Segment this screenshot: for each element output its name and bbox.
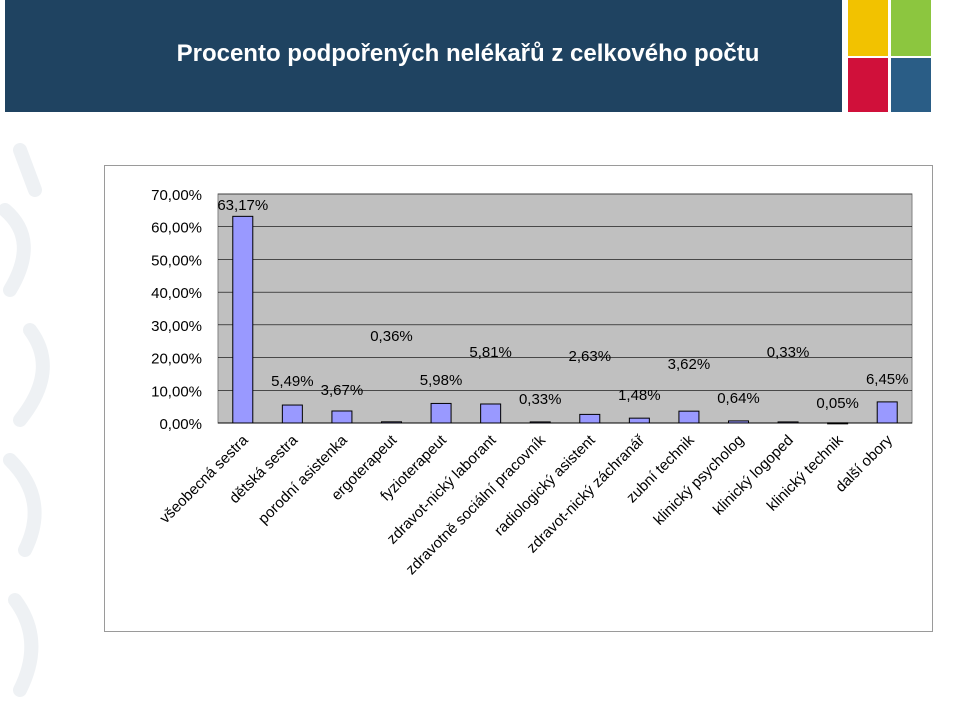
y-tick-label: 60,00% [151, 220, 202, 237]
bar [430, 402, 452, 424]
data-label: 3,62% [668, 356, 711, 373]
green-square-decoration [891, 0, 931, 56]
data-label: 6,45% [866, 371, 909, 388]
bar [678, 410, 700, 424]
y-tick-label: 30,00% [151, 318, 202, 335]
y-tick-label: 10,00% [151, 383, 202, 400]
data-label: 0,64% [717, 390, 760, 407]
data-label: 1,48% [618, 387, 661, 404]
x-tick-label: porodní asistenka [255, 431, 351, 527]
bar [579, 413, 601, 424]
bar [628, 417, 650, 424]
bar [232, 215, 254, 424]
data-label: 5,98% [420, 372, 463, 389]
bar [480, 403, 502, 424]
y-tick-label: 0,00% [159, 416, 202, 433]
page-title: Procento podpořených nelékařů z celkovéh… [176, 40, 760, 67]
bar [529, 421, 551, 424]
y-tick-label: 40,00% [151, 285, 202, 302]
y-tick-label: 50,00% [151, 252, 202, 269]
x-tick-label: všeobecná sestra [156, 431, 252, 527]
blue-square-decoration [891, 58, 931, 112]
bar [827, 422, 849, 425]
bar [728, 420, 749, 424]
red-square-decoration [848, 58, 888, 112]
x-tick-label: klinický psycholog [650, 432, 747, 529]
bar [281, 404, 303, 424]
data-label: 63,17% [217, 197, 268, 214]
data-label: 2,63% [569, 348, 612, 365]
plot-area [217, 193, 913, 424]
data-label: 5,49% [271, 373, 314, 390]
data-label: 5,81% [469, 344, 512, 361]
data-label: 0,33% [519, 391, 562, 408]
bar [331, 410, 353, 424]
yellow-square-decoration [848, 0, 888, 56]
bar [876, 401, 898, 424]
y-tick-label: 70,00% [151, 187, 202, 204]
bar [381, 421, 402, 424]
background-swirl-decoration [0, 143, 50, 697]
bar [777, 421, 799, 424]
data-label: 0,36% [370, 328, 413, 345]
data-label: 3,67% [321, 382, 364, 399]
title-banner [5, 0, 842, 112]
y-tick-label: 20,00% [151, 351, 202, 368]
data-label: 0,05% [816, 395, 859, 412]
data-label: 0,33% [767, 344, 810, 361]
